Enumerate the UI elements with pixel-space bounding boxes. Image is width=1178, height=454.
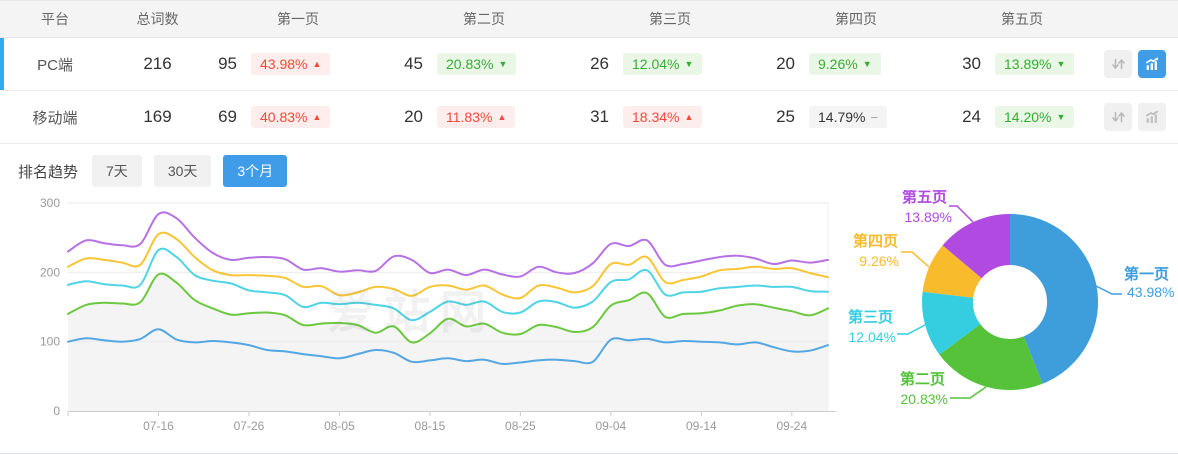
rank-trend-line-chart[interactable]: 0 100 200 300 07-16 07-26 08-05 08-15 08-25 09-04… (0, 190, 836, 454)
svg-text:300: 300 (40, 196, 60, 210)
col-header-page3: 第三页 (649, 11, 691, 27)
page5-pct-badge: 13.89% (995, 53, 1075, 75)
svg-text:第四页: 第四页 (853, 232, 898, 250)
svg-text:13.89%: 13.89% (905, 209, 952, 225)
tab-30-days[interactable]: 30天 (153, 155, 212, 187)
trend-title: 排名趋势 (18, 163, 79, 181)
page5-count: 24 (962, 107, 981, 126)
svg-text:第一页: 第一页 (1124, 265, 1169, 283)
col-header-page1: 第一页 (277, 11, 319, 27)
page1-pct-badge: 40.83% (251, 106, 331, 128)
svg-text:09-04: 09-04 (596, 419, 627, 433)
trend-chart-icon (1145, 110, 1159, 124)
svg-text:08-15: 08-15 (415, 419, 446, 433)
svg-text:08-25: 08-25 (505, 419, 536, 433)
sort-button[interactable] (1104, 103, 1132, 131)
col-header-page5: 第五页 (1001, 11, 1043, 27)
svg-text:200: 200 (40, 265, 60, 279)
trend-chart-icon (1145, 57, 1159, 71)
svg-text:第五页: 第五页 (902, 190, 947, 206)
svg-text:第二页: 第二页 (900, 370, 945, 388)
trend-toolbar: 排名趋势 7天 30天 3个月 (18, 155, 1178, 187)
page2-pct-badge: 11.83% (437, 106, 516, 128)
charts-area: 0 100 200 300 07-16 07-26 08-05 08-15 08-25 09-04… (0, 190, 1178, 454)
trend-chart-button[interactable] (1138, 103, 1166, 131)
page3-count: 31 (590, 107, 609, 126)
page1-count: 95 (218, 54, 237, 73)
trend-chart-button[interactable] (1138, 50, 1166, 78)
svg-text:0: 0 (53, 404, 60, 418)
sort-button[interactable] (1104, 50, 1132, 78)
page2-pct-badge: 20.83% (437, 53, 517, 75)
svg-text:07-16: 07-16 (143, 419, 174, 433)
table-row-pc[interactable]: PC端 216 95 43.98% 45 20.83% 26 12.04% 20… (0, 38, 1178, 91)
col-header-platform: 平台 (41, 11, 69, 27)
table-row-mobile[interactable]: 移动端 169 69 40.83% 20 11.83% 31 18.34% 25… (0, 91, 1178, 144)
svg-text:08-05: 08-05 (324, 419, 355, 433)
platform-name: 移动端 (32, 109, 78, 127)
page3-pct-badge: 12.04% (623, 53, 703, 75)
tab-7-days[interactable]: 7天 (92, 155, 142, 187)
col-header-page2: 第二页 (463, 11, 505, 27)
page4-count: 25 (776, 107, 795, 126)
sort-arrows-icon (1111, 57, 1125, 71)
svg-text:09-14: 09-14 (686, 419, 717, 433)
page1-count: 69 (218, 107, 237, 126)
svg-text:第三页: 第三页 (848, 308, 893, 326)
active-row-indicator (0, 91, 4, 143)
page4-pct-badge: 9.26% (809, 53, 881, 75)
page5-count: 30 (962, 54, 981, 73)
sort-arrows-icon (1111, 110, 1125, 124)
total-words-value: 216 (143, 54, 172, 73)
col-header-total-words: 总词数 (136, 11, 179, 27)
svg-text:07-26: 07-26 (234, 419, 265, 433)
svg-text:09-24: 09-24 (776, 419, 807, 433)
page2-count: 45 (404, 54, 423, 73)
tab-3-months[interactable]: 3个月 (223, 155, 288, 187)
svg-text:20.83%: 20.83% (901, 391, 948, 407)
svg-text:12.04%: 12.04% (849, 329, 896, 345)
page4-pct-badge: 14.79% (809, 106, 888, 128)
active-row-indicator (0, 38, 4, 90)
page3-count: 26 (590, 54, 609, 73)
svg-text:100: 100 (40, 335, 60, 349)
svg-text:43.98%: 43.98% (1127, 284, 1174, 300)
svg-text:9.26%: 9.26% (859, 253, 899, 269)
table-header: 平台 总词数 第一页 第二页 第三页 第四页 第五页 (0, 1, 1178, 38)
page5-pct-badge: 14.20% (995, 106, 1075, 128)
total-words-value: 169 (143, 107, 172, 126)
col-header-page4: 第四页 (835, 11, 877, 27)
page2-count: 20 (404, 107, 423, 126)
page3-pct-badge: 18.34% (623, 106, 703, 128)
platform-name: PC端 (37, 56, 73, 74)
page4-count: 20 (776, 54, 795, 73)
page1-pct-badge: 43.98% (251, 53, 331, 75)
